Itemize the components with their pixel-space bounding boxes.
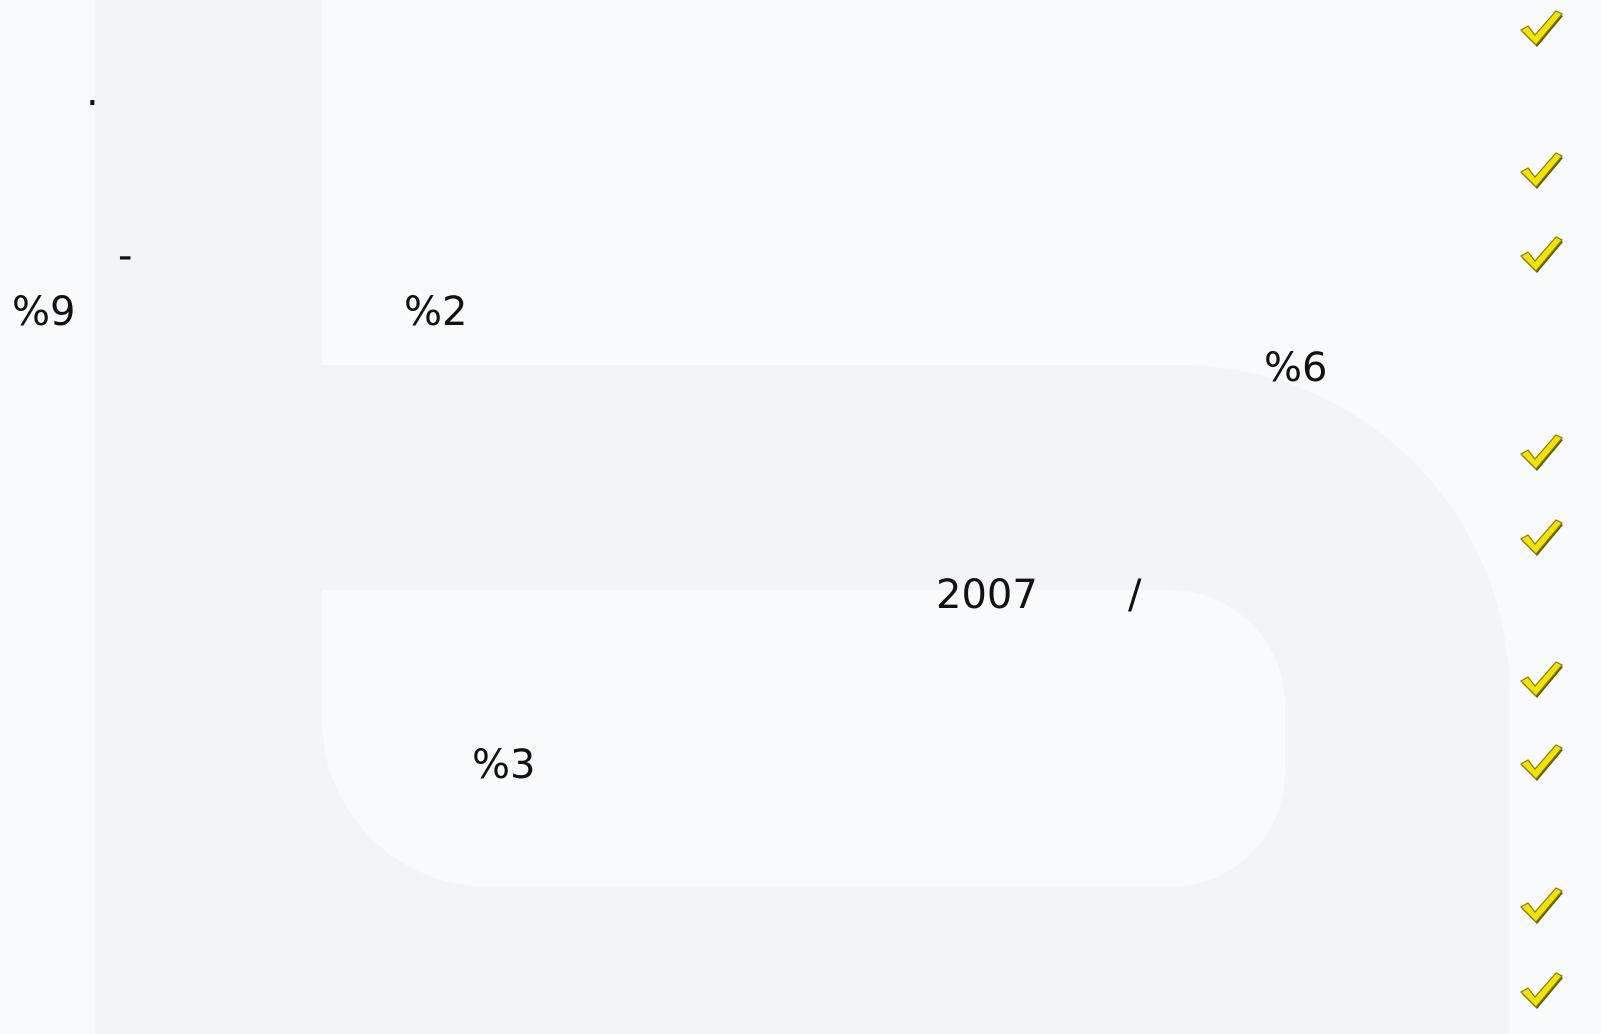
check-icon xyxy=(1520,887,1563,924)
text-fragment: %2 xyxy=(404,289,468,335)
check-icon xyxy=(1520,434,1563,471)
check-icon xyxy=(1520,236,1563,273)
check-icon xyxy=(1520,519,1563,556)
check-icon xyxy=(1520,972,1563,1009)
check-icon xyxy=(1520,152,1563,189)
text-fragment: %3 xyxy=(472,742,536,788)
text-fragment: - xyxy=(118,233,133,279)
text-fragment: . xyxy=(86,69,99,115)
check-icon xyxy=(1520,661,1563,698)
text-fragment: %6 xyxy=(1264,345,1328,391)
check-icon xyxy=(1520,10,1563,47)
check-icon xyxy=(1520,744,1563,781)
text-fragment: 2007 xyxy=(936,572,1038,618)
text-fragment: / xyxy=(1128,572,1142,618)
text-fragment: %9 xyxy=(12,289,76,335)
